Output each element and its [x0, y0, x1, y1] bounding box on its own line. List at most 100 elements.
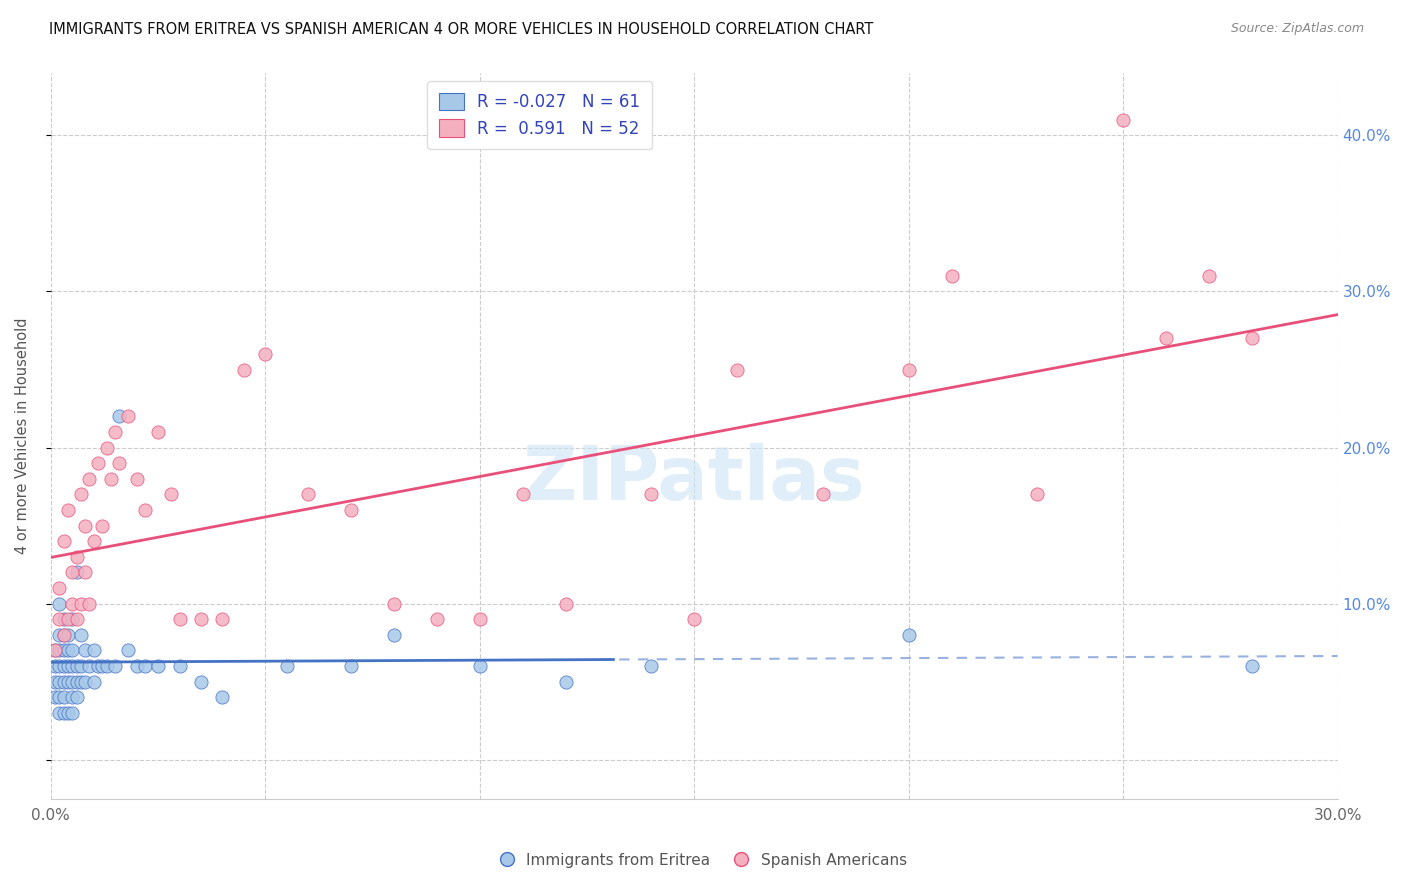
Point — [108, 409, 131, 424]
Point — [146, 425, 169, 439]
Point — [60, 612, 83, 626]
Point — [56, 706, 79, 720]
Point — [56, 674, 79, 689]
Point — [70, 674, 93, 689]
Point — [1240, 659, 1263, 673]
Point — [468, 659, 491, 673]
Point — [48, 628, 70, 642]
Point — [48, 612, 70, 626]
Point — [48, 674, 70, 689]
Point — [87, 456, 110, 470]
Point — [554, 674, 576, 689]
Point — [48, 597, 70, 611]
Point — [169, 612, 191, 626]
Point — [725, 362, 748, 376]
Point — [87, 659, 110, 673]
Point — [811, 487, 834, 501]
Point — [44, 690, 66, 705]
Point — [232, 362, 254, 376]
Point — [382, 597, 405, 611]
Text: Source: ZipAtlas.com: Source: ZipAtlas.com — [1230, 22, 1364, 36]
Point — [56, 612, 79, 626]
Point — [96, 441, 118, 455]
Point — [52, 659, 75, 673]
Point — [48, 659, 70, 673]
Point — [426, 612, 449, 626]
Point — [276, 659, 298, 673]
Point — [941, 268, 963, 283]
Point — [683, 612, 706, 626]
Point — [83, 674, 105, 689]
Point — [340, 503, 363, 517]
Point — [91, 659, 114, 673]
Point — [1154, 331, 1177, 345]
Point — [65, 612, 87, 626]
Point — [52, 706, 75, 720]
Point — [56, 503, 79, 517]
Point — [104, 425, 127, 439]
Point — [52, 690, 75, 705]
Point — [512, 487, 534, 501]
Point — [60, 659, 83, 673]
Point — [83, 643, 105, 657]
Point — [104, 659, 127, 673]
Point — [60, 690, 83, 705]
Point — [79, 659, 101, 673]
Point — [79, 597, 101, 611]
Point — [640, 487, 662, 501]
Point — [60, 674, 83, 689]
Point — [468, 612, 491, 626]
Point — [125, 659, 148, 673]
Point — [897, 362, 920, 376]
Point — [48, 581, 70, 595]
Point — [83, 534, 105, 549]
Point — [60, 706, 83, 720]
Point — [65, 659, 87, 673]
Point — [60, 597, 83, 611]
Point — [70, 659, 93, 673]
Point — [48, 706, 70, 720]
Point — [190, 674, 212, 689]
Point — [117, 643, 139, 657]
Point — [117, 409, 139, 424]
Point — [48, 690, 70, 705]
Point — [44, 643, 66, 657]
Point — [44, 659, 66, 673]
Point — [169, 659, 191, 673]
Point — [65, 566, 87, 580]
Point — [1112, 112, 1135, 127]
Point — [44, 674, 66, 689]
Point — [211, 612, 233, 626]
Point — [48, 643, 70, 657]
Point — [134, 503, 156, 517]
Point — [65, 674, 87, 689]
Point — [100, 472, 122, 486]
Point — [75, 643, 97, 657]
Point — [160, 487, 183, 501]
Point — [70, 487, 93, 501]
Point — [60, 566, 83, 580]
Point — [75, 566, 97, 580]
Point — [91, 518, 114, 533]
Legend: Immigrants from Eritrea, Spanish Americans: Immigrants from Eritrea, Spanish America… — [491, 845, 915, 875]
Point — [640, 659, 662, 673]
Point — [146, 659, 169, 673]
Point — [1240, 331, 1263, 345]
Point — [297, 487, 319, 501]
Point — [1198, 268, 1220, 283]
Point — [554, 597, 576, 611]
Point — [52, 612, 75, 626]
Point — [70, 597, 93, 611]
Point — [52, 628, 75, 642]
Point — [108, 456, 131, 470]
Point — [134, 659, 156, 673]
Point — [125, 472, 148, 486]
Point — [65, 690, 87, 705]
Point — [52, 643, 75, 657]
Point — [254, 347, 277, 361]
Point — [52, 674, 75, 689]
Point — [70, 628, 93, 642]
Point — [60, 643, 83, 657]
Point — [96, 659, 118, 673]
Point — [56, 628, 79, 642]
